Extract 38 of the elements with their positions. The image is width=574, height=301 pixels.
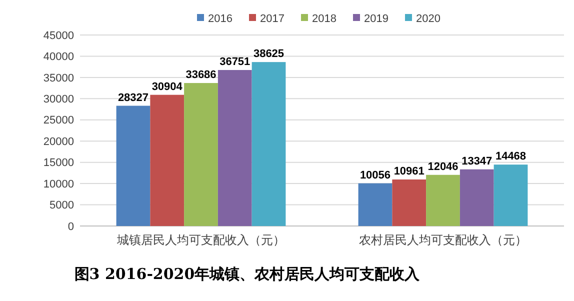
legend-label: 2020 (416, 12, 440, 25)
bar (460, 169, 494, 226)
bar (252, 62, 286, 226)
legend-label: 2018 (312, 12, 336, 25)
data-label: 30904 (152, 80, 184, 93)
y-tick-label: 35000 (43, 72, 74, 84)
y-tick-label: 40000 (43, 51, 74, 64)
y-tick-label: 30000 (43, 94, 74, 106)
data-label: 12046 (428, 160, 458, 173)
y-tick-label: 25000 (43, 114, 74, 127)
bar (218, 70, 252, 226)
text: 图3 2016-2020年城镇、农村居民人均可支配收入 (74, 265, 421, 283)
y-tick-label: 15000 (43, 157, 74, 170)
x-tick-label: 城镇居民人均可支配收入（元） (116, 233, 285, 247)
data-label: 13347 (462, 155, 492, 168)
y-tick-label: 10000 (43, 178, 74, 190)
y-tick-label: 0 (68, 220, 74, 233)
y-tick-label: 45000 (43, 30, 74, 42)
y-tick-label: 5000 (50, 200, 74, 212)
data-label: 10961 (394, 165, 424, 178)
x-tick-label: 农村居民人均可支配收入（元） (359, 233, 527, 247)
legend-label: 2017 (260, 12, 284, 25)
data-label: 38625 (253, 48, 284, 60)
data-label: 36751 (220, 56, 250, 68)
data-label: 14468 (495, 150, 526, 163)
bar (392, 179, 426, 226)
bar (358, 183, 392, 226)
data-label: 33686 (186, 69, 216, 82)
bar (150, 94, 184, 226)
bar (494, 164, 528, 226)
legend-label: 2016 (208, 12, 232, 25)
data-label: 28327 (118, 92, 149, 104)
bar (116, 106, 150, 226)
legend-label: 2019 (364, 12, 388, 25)
bar (184, 83, 218, 226)
data-label: 10056 (360, 169, 391, 182)
y-tick-label: 20000 (43, 136, 74, 148)
bar (426, 174, 460, 226)
